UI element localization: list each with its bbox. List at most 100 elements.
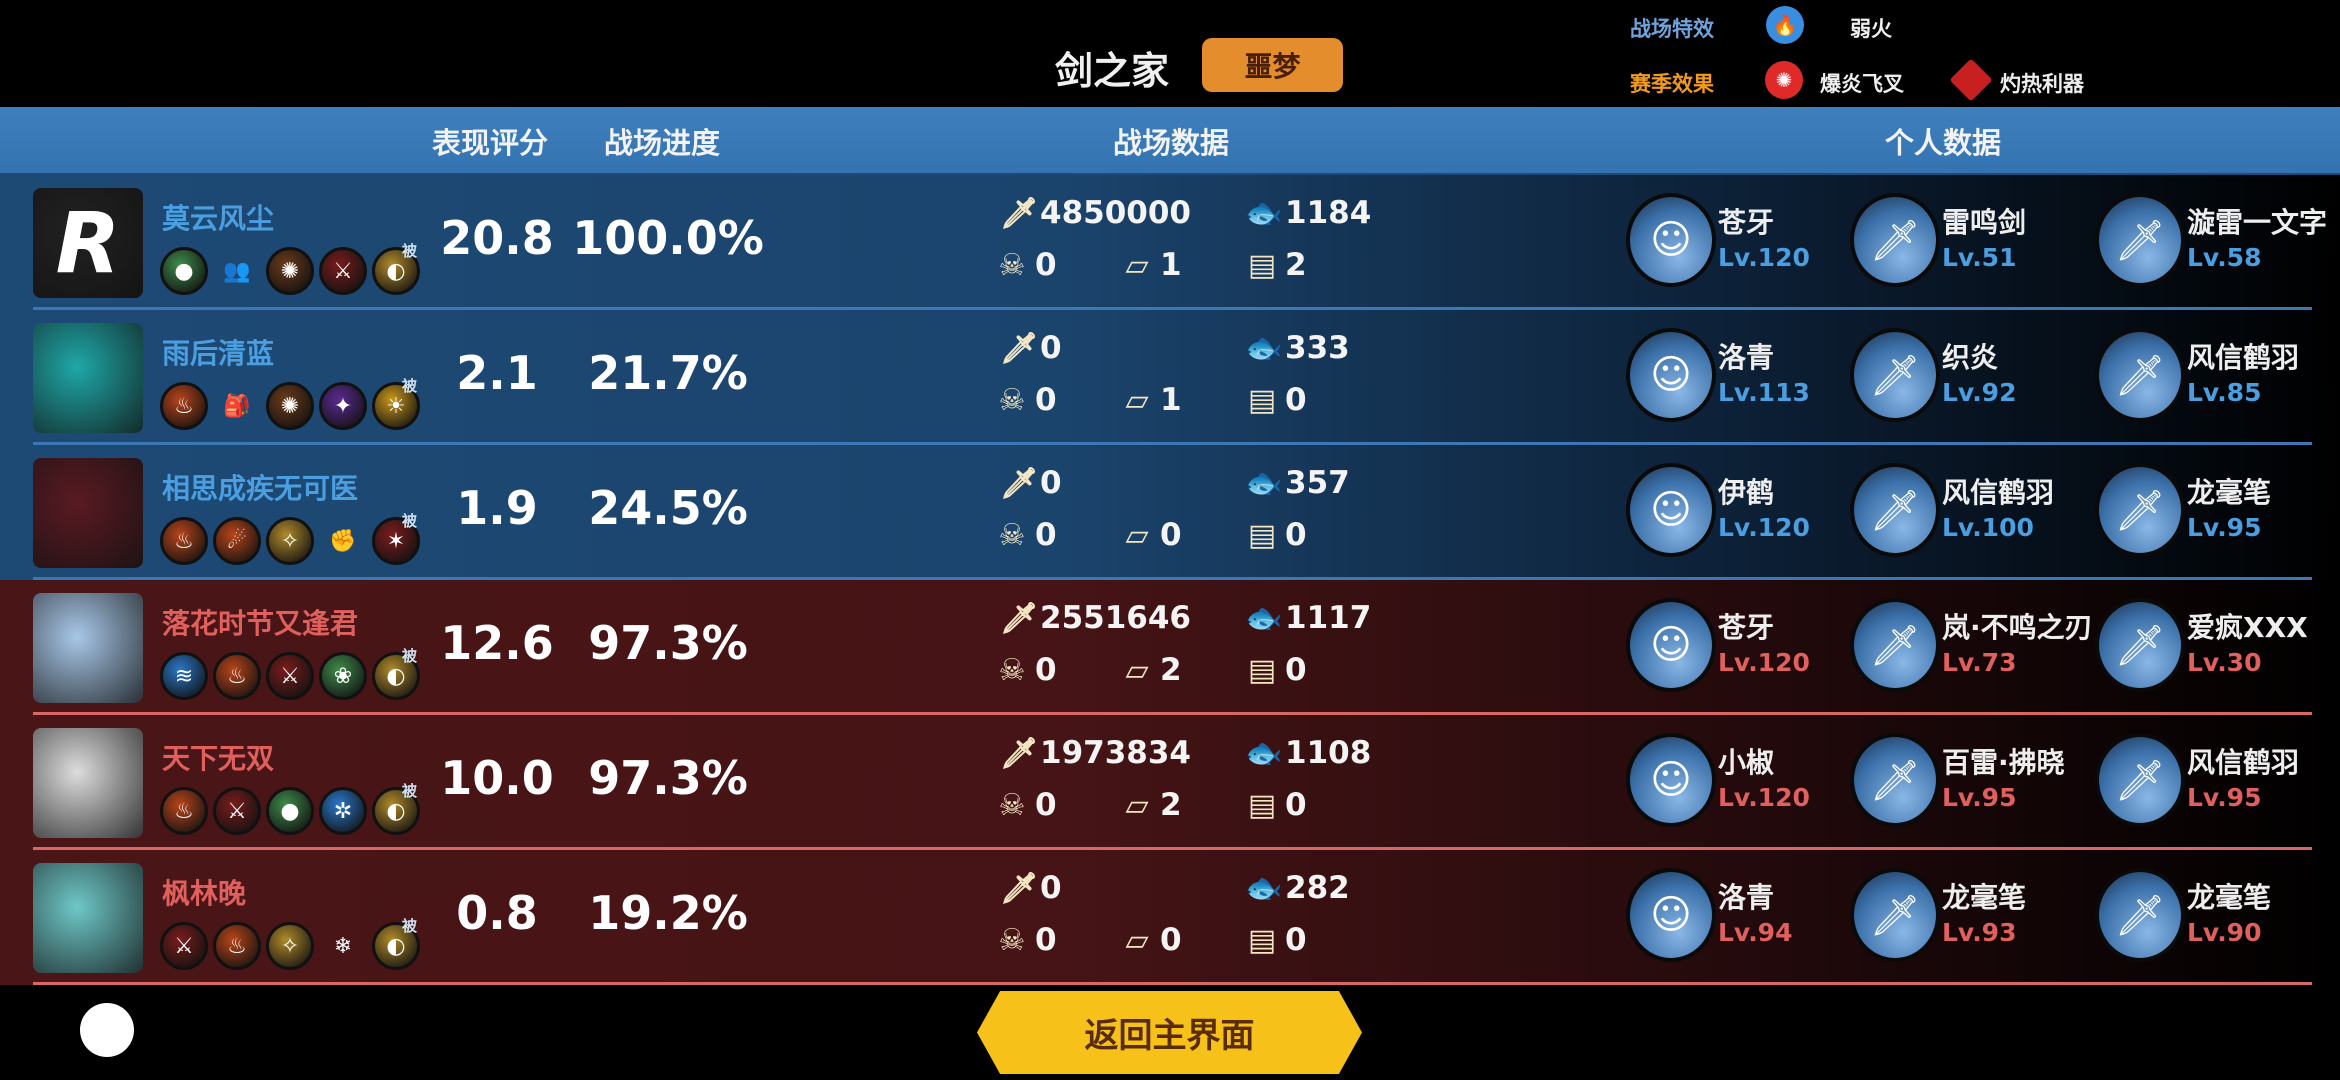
fish-icon: 🐟 (1245, 195, 1283, 231)
fish-value: 333 (1285, 330, 1350, 366)
player-row[interactable]: 雨后清蓝 ♨ 🎒 ✺ ✦ ☀ 被 2.1 21.7% 🗡 0 🐟 333 ☠ 0 ▱ 1 ▤ 0 ☺… (0, 310, 2340, 445)
sword-damage-icon: 🗡 (1000, 600, 1039, 636)
character-slot[interactable]: ☺ 洛青 Lv.113 (1626, 328, 1810, 422)
weapon-slot[interactable]: 🗡 岚·不鸣之刃 Lv.73 (1850, 598, 2093, 692)
player-row[interactable]: 枫林晚 ⚔ ♨ ✧ ❄ ◐ 被 0.8 19.2% 🗡 0 🐟 282 ☠ 0 ▱ 0 ▤ 0 ☺ … (0, 850, 2340, 985)
battle-progress: 24.5% (588, 481, 748, 535)
character-slot[interactable]: ☺ 苍牙 Lv.120 (1626, 598, 1810, 692)
weapon-slot[interactable]: 🗡 龙毫笔 Lv.93 (1850, 868, 2026, 962)
player-row[interactable]: 相思成疾无可医 ♨ ☄ ✧ ✊ ✶ 被 1.9 24.5% 🗡 0 🐟 357 ☠ 0 ▱ 0 ▤… (0, 445, 2340, 580)
weapon-icon: 🗡 (1850, 598, 1940, 692)
sword-damage-icon: 🗡 (1000, 870, 1039, 906)
skill-darkred-icon[interactable]: ⚔ (266, 652, 314, 700)
weapon-slot[interactable]: 🗡 百雷·拂晓 Lv.95 (1850, 733, 2065, 827)
skill-blue-icon[interactable]: ✲ (319, 787, 367, 835)
skill-green-icon[interactable]: ● (160, 247, 208, 295)
skill-green-icon[interactable]: ● (266, 787, 314, 835)
weapon-slot[interactable]: 🗡 风信鹤羽 Lv.100 (1850, 463, 2054, 557)
character-slot[interactable]: ☺ 伊鹤 Lv.120 (1626, 463, 1810, 557)
player-row[interactable]: 落花时节又逢君 ≋ ♨ ⚔ ❀ ◐ 被 12.6 97.3% 🗡 2551646 🐟 1117… (0, 580, 2340, 715)
character-slot[interactable]: ☺ 洛青 Lv.94 (1626, 868, 1792, 962)
weapon-slot[interactable]: 🗡 漩雷一文字 Lv.58 (2095, 193, 2327, 287)
row-divider (33, 442, 2312, 445)
fish-icon: 🐟 (1245, 735, 1283, 771)
player-avatar[interactable] (33, 728, 143, 838)
snowflake-icon[interactable]: ❄ (333, 933, 353, 959)
skill-orange-icon[interactable]: ☄ (213, 517, 261, 565)
equipment-name: 伊鹤 (1718, 476, 1775, 509)
weapon-slot[interactable]: 🗡 风信鹤羽 Lv.85 (2095, 328, 2299, 422)
fish-value: 1108 (1285, 735, 1372, 771)
skill-purple-icon[interactable]: ✦ (319, 382, 367, 430)
weapon-icon: 🗡 (2095, 868, 2185, 962)
player-row[interactable]: R 莫云风尘 ● 👥 ✺ ⚔ ◐ 被 20.8 100.0% 🗡 4850000 🐟 1184… (0, 175, 2340, 310)
weapon-icon: 🗡 (2095, 193, 2185, 287)
player-avatar[interactable] (33, 458, 143, 568)
column-header-bar (0, 107, 2340, 175)
skill-orange-icon[interactable]: ♨ (160, 517, 208, 565)
character-portrait-icon: ☺ (1626, 463, 1716, 557)
equipment-name: 岚·不鸣之刃 (1942, 611, 2093, 644)
skill-green-icon[interactable]: ❀ (319, 652, 367, 700)
skill-list: ⚔ ♨ ✧ ❄ ◐ 被 (160, 919, 420, 970)
chest-icon: ▤ (1247, 382, 1277, 418)
skill-orange-icon[interactable]: ♨ (160, 382, 208, 430)
weapon-slot[interactable]: 🗡 风信鹤羽 Lv.95 (2095, 733, 2299, 827)
skill-darkred-icon[interactable]: ✶ 被 (372, 514, 420, 565)
player-avatar[interactable] (33, 863, 143, 973)
skill-blue-icon[interactable]: ≋ (160, 652, 208, 700)
skill-brown-icon[interactable]: ✺ (266, 247, 314, 295)
skill-orange-icon[interactable]: ♨ (160, 787, 208, 835)
skill-orange-icon[interactable]: ♨ (213, 652, 261, 700)
player-row[interactable]: 天下无双 ♨ ⚔ ● ✲ ◐ 被 10.0 97.3% 🗡 1973834 🐟 1108 ☠ 0… (0, 715, 2340, 850)
player-avatar[interactable] (33, 593, 143, 703)
kill-icon: ☠ (998, 382, 1026, 418)
performance-score: 1.9 (456, 481, 538, 535)
sword-damage-icon: 🗡 (1000, 330, 1039, 366)
fish-icon: 🐟 (1245, 330, 1283, 366)
skill-darkred-icon[interactable]: ⚔ (213, 787, 261, 835)
fire-people-icon[interactable]: 👥 (223, 258, 251, 284)
skill-orange-icon[interactable]: ♨ (213, 922, 261, 970)
chest-icon: ▤ (1247, 922, 1277, 958)
character-slot[interactable]: ☺ 苍牙 Lv.120 (1626, 193, 1810, 287)
battlefield-effect-label: 战场特效 (1630, 17, 1714, 41)
red-diamond-blade-icon[interactable] (1949, 58, 1993, 102)
weapon-slot[interactable]: 🗡 龙毫笔 Lv.90 (2095, 868, 2271, 962)
weapon-icon: 🗡 (1850, 733, 1940, 827)
weapon-slot[interactable]: 🗡 织炎 Lv.92 (1850, 328, 2016, 422)
skill-darkred-icon[interactable]: ⚔ (319, 247, 367, 295)
skill-gold-icon[interactable]: ◐ 被 (372, 919, 420, 970)
skill-gold-icon[interactable]: ◐ 被 (372, 649, 420, 700)
pouch-icon[interactable]: 🎒 (223, 393, 251, 419)
skill-gold-icon[interactable]: ✧ (266, 517, 314, 565)
weapon-slot[interactable]: 🗡 雷鸣剑 Lv.51 (1850, 193, 2026, 287)
skill-list: ≋ ♨ ⚔ ❀ ◐ 被 (160, 649, 420, 700)
return-main-button[interactable]: 返回主界面 (977, 991, 1362, 1074)
blue-flame-icon[interactable]: 🔥 (1766, 6, 1804, 44)
skill-gold-icon[interactable]: ◐ 被 (372, 784, 420, 835)
passive-tag: 被 (401, 377, 417, 395)
skill-gold-icon[interactable]: ◐ 被 (372, 244, 420, 295)
skill-darkred-icon[interactable]: ⚔ (160, 922, 208, 970)
skill-brown-icon[interactable]: ✺ (266, 382, 314, 430)
equipment-name: 风信鹤羽 (1942, 476, 2055, 509)
performance-score: 12.6 (440, 616, 554, 670)
player-name: 雨后清蓝 (162, 337, 275, 370)
performance-score: 20.8 (440, 211, 554, 265)
red-fork-icon[interactable]: ✺ (1765, 61, 1803, 99)
equipment-level: Lv.73 (1942, 648, 2017, 677)
weapon-slot[interactable]: 🗡 龙毫笔 Lv.95 (2095, 463, 2271, 557)
skill-yellow-icon[interactable]: ☀ 被 (372, 377, 420, 430)
chests-value: 0 (1285, 787, 1307, 823)
equipment-level: Lv.120 (1718, 513, 1810, 542)
skill-gold-icon[interactable]: ✧ (266, 922, 314, 970)
character-slot[interactable]: ☺ 小椒 Lv.120 (1626, 733, 1810, 827)
player-avatar[interactable]: R (33, 188, 143, 298)
floating-assist-button[interactable] (80, 1003, 134, 1057)
fist-icon[interactable]: ✊ (329, 528, 357, 554)
player-avatar[interactable] (33, 323, 143, 433)
weapon-slot[interactable]: 🗡 爱疯XXX Lv.30 (2095, 598, 2308, 692)
difficulty-badge: 噩梦 (1202, 38, 1343, 92)
column-header-score: 表现评分 (431, 126, 549, 160)
